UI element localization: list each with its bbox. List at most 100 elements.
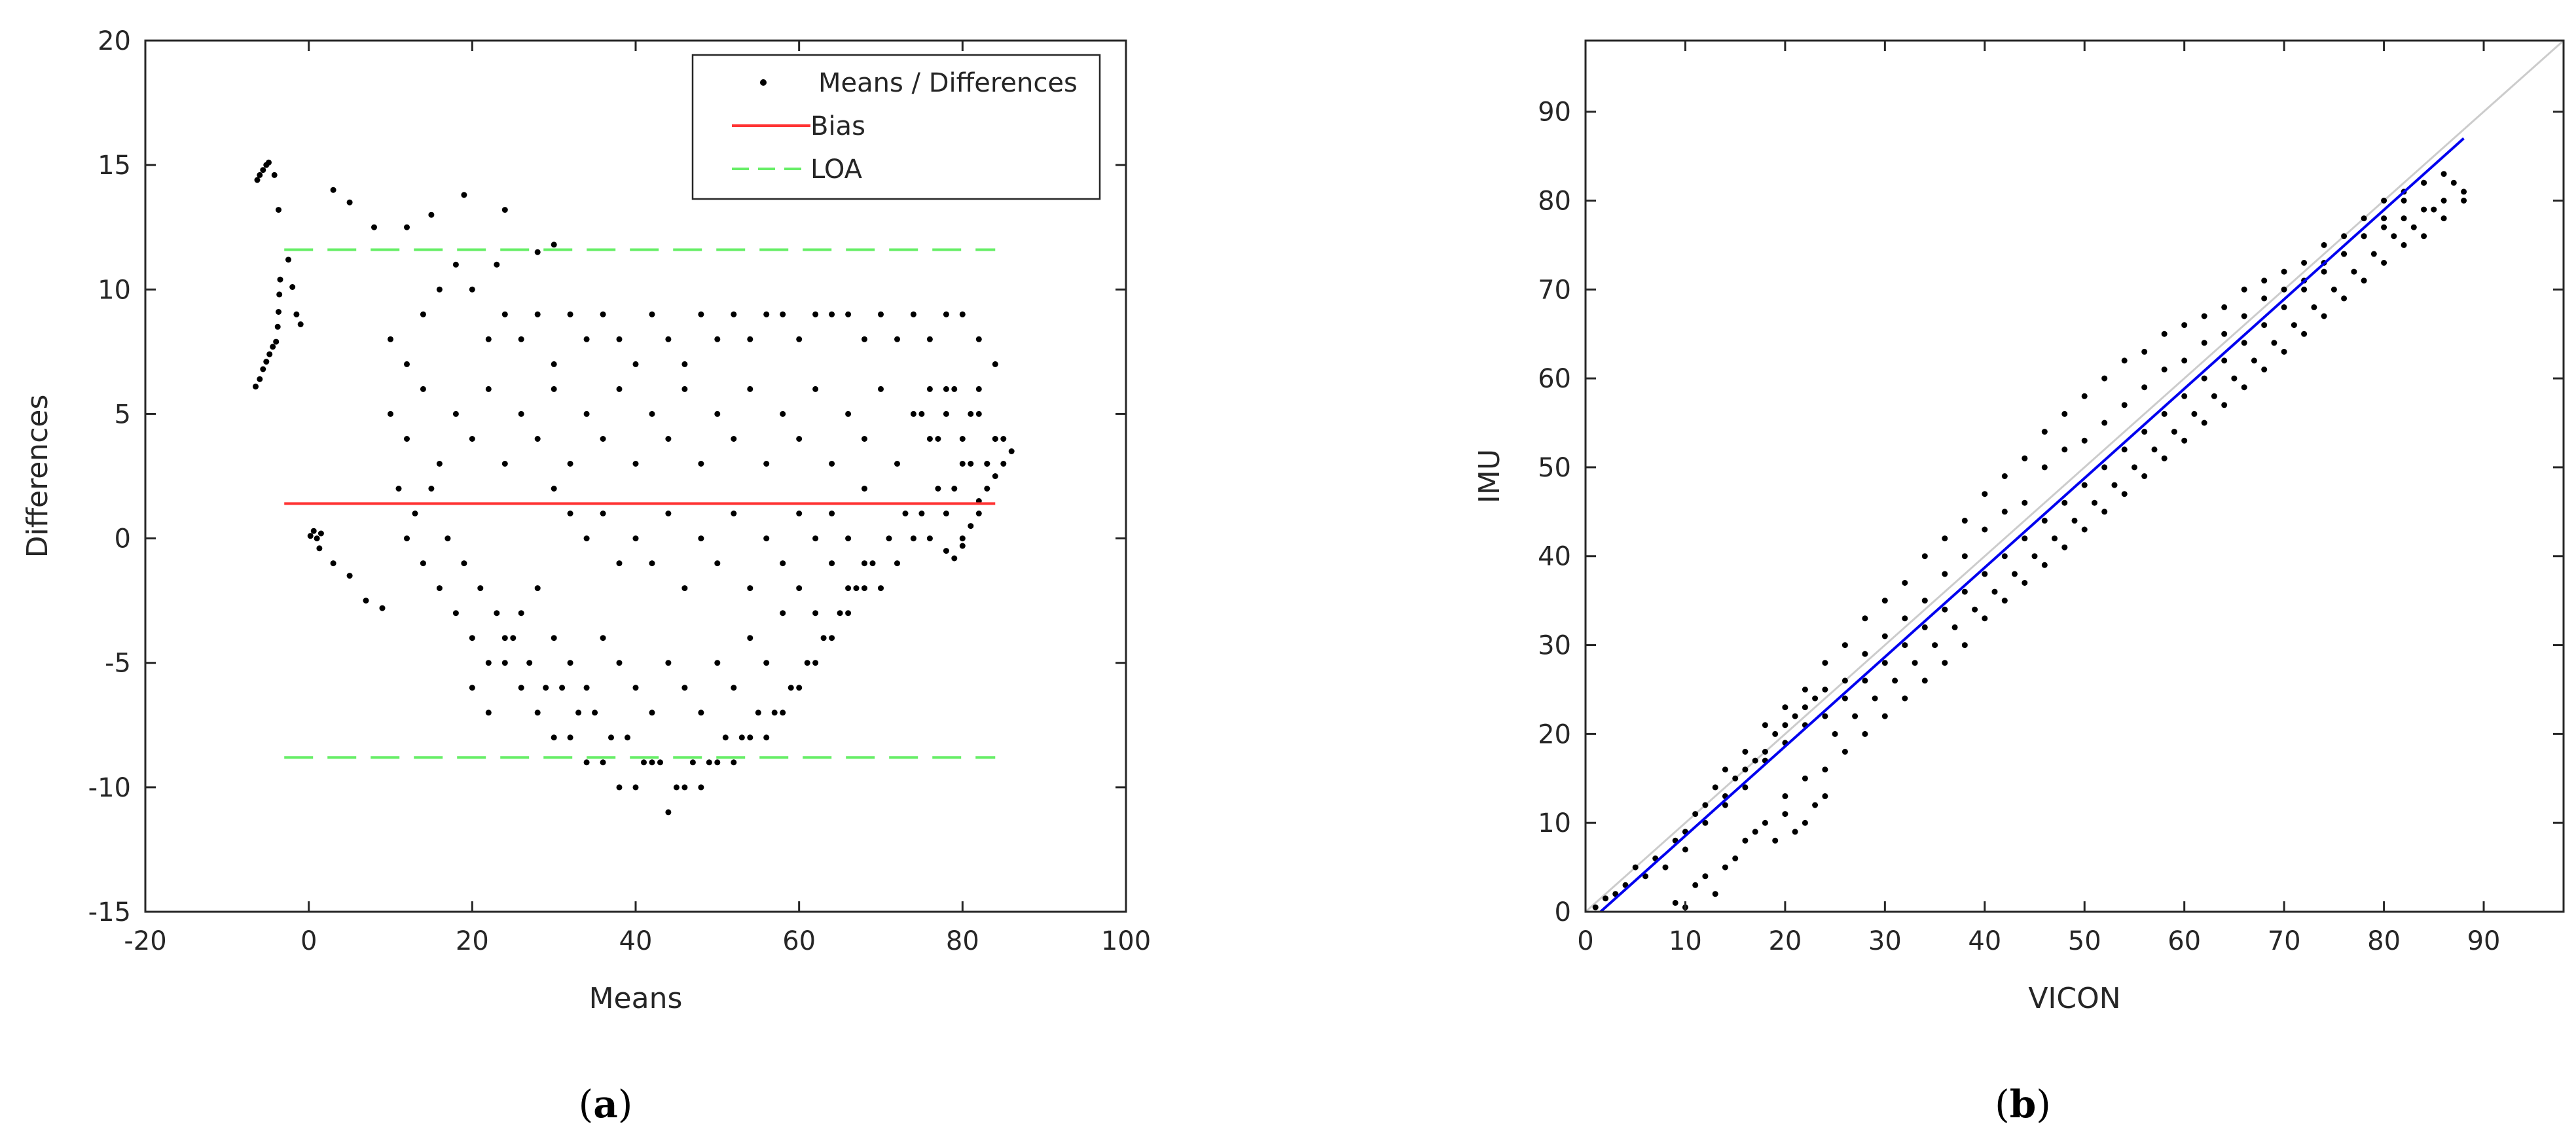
data-point <box>984 461 990 467</box>
data-point <box>673 784 680 791</box>
x-tick-label: 40 <box>1968 926 2001 956</box>
data-point <box>2241 286 2247 293</box>
data-point <box>2052 535 2058 542</box>
data-point <box>649 710 655 716</box>
data-point <box>404 224 410 230</box>
data-point <box>469 635 475 641</box>
data-point <box>485 660 492 666</box>
legend-label: LOA <box>810 154 863 185</box>
data-point <box>812 386 819 392</box>
data-point <box>420 386 426 392</box>
data-point <box>812 311 819 317</box>
data-point <box>494 610 500 617</box>
data-point <box>2041 562 2048 568</box>
y-tick-label: 0 <box>1555 897 1571 927</box>
data-point <box>2421 233 2427 240</box>
data-point <box>518 610 524 617</box>
data-point <box>747 734 753 741</box>
caption-a: (a) <box>579 1082 633 1126</box>
axes-frame <box>1584 39 2565 913</box>
data-point <box>2022 535 2028 542</box>
data-point <box>2121 446 2128 453</box>
data-point <box>665 511 672 516</box>
data-point <box>2421 179 2427 186</box>
data-point <box>2022 455 2028 461</box>
data-point <box>260 167 266 173</box>
data-point <box>2261 278 2268 284</box>
data-point <box>747 386 753 392</box>
data-point <box>1702 819 1709 826</box>
data-point <box>2012 571 2018 577</box>
data-point <box>1881 660 1888 666</box>
data-point <box>796 511 803 516</box>
data-point <box>575 710 582 716</box>
data-point <box>2361 215 2367 222</box>
data-point <box>625 734 630 741</box>
data-point <box>2221 402 2228 408</box>
data-point <box>2161 410 2168 417</box>
data-point <box>2161 331 2168 337</box>
data-point <box>260 366 266 372</box>
data-point <box>829 635 835 641</box>
data-point <box>2311 304 2317 310</box>
data-point <box>935 486 941 492</box>
data-point <box>1822 793 1828 799</box>
data-point <box>2041 517 2048 524</box>
data-point <box>968 523 974 530</box>
correlation-scatter-chart: 0 10 20 30 40 50 60 70 80 90 0 10 20 30 40 50 60 70 80 90 VI… <box>1473 39 2565 1015</box>
data-point <box>1742 784 1749 791</box>
data-point <box>975 386 982 392</box>
data-point <box>1712 784 1718 791</box>
data-point <box>845 535 852 542</box>
y-tick-label: 70 <box>1538 275 1571 305</box>
data-point <box>289 284 296 290</box>
data-point <box>2001 473 2008 479</box>
data-point <box>404 436 410 442</box>
x-tick-label: -20 <box>124 926 166 956</box>
data-point <box>293 311 300 317</box>
data-point <box>747 336 753 342</box>
data-point <box>2041 464 2048 471</box>
data-point <box>1852 713 1859 719</box>
data-point <box>869 560 876 567</box>
caption-b: (b) <box>1995 1082 2051 1126</box>
data-point <box>1932 642 1938 649</box>
data-point <box>1881 598 1888 604</box>
data-point <box>1662 864 1669 871</box>
data-point <box>1782 722 1788 728</box>
data-point <box>632 784 639 791</box>
y-tick-label: 50 <box>1538 453 1571 483</box>
data-point <box>469 685 475 691</box>
data-point <box>2201 420 2207 426</box>
data-point <box>926 386 933 392</box>
data-point <box>1921 677 1928 684</box>
data-point <box>649 759 655 766</box>
data-point <box>2321 242 2327 248</box>
caption-a-close: ) <box>618 1082 633 1126</box>
data-point <box>1841 749 1848 755</box>
data-point <box>263 359 270 365</box>
data-point <box>926 535 933 542</box>
data-point <box>2141 384 2148 391</box>
data-point <box>534 249 541 255</box>
data-point <box>2381 224 2387 230</box>
data-point <box>428 211 435 218</box>
y-tick-label: 0 <box>115 524 131 554</box>
data-point <box>1692 811 1699 818</box>
identity-line <box>1586 41 2564 912</box>
data-point <box>494 261 500 268</box>
data-point <box>270 344 276 350</box>
data-point <box>780 710 786 716</box>
data-point <box>902 511 909 516</box>
data-point <box>1961 553 1968 560</box>
data-point <box>1942 660 1948 666</box>
data-point <box>714 560 721 567</box>
data-point <box>600 635 606 641</box>
data-point <box>2161 455 2168 461</box>
data-point <box>951 486 958 492</box>
data-point <box>2331 286 2337 293</box>
x-tick-label: 0 <box>300 926 317 956</box>
data-point <box>485 710 492 716</box>
data-point <box>2141 348 2148 355</box>
